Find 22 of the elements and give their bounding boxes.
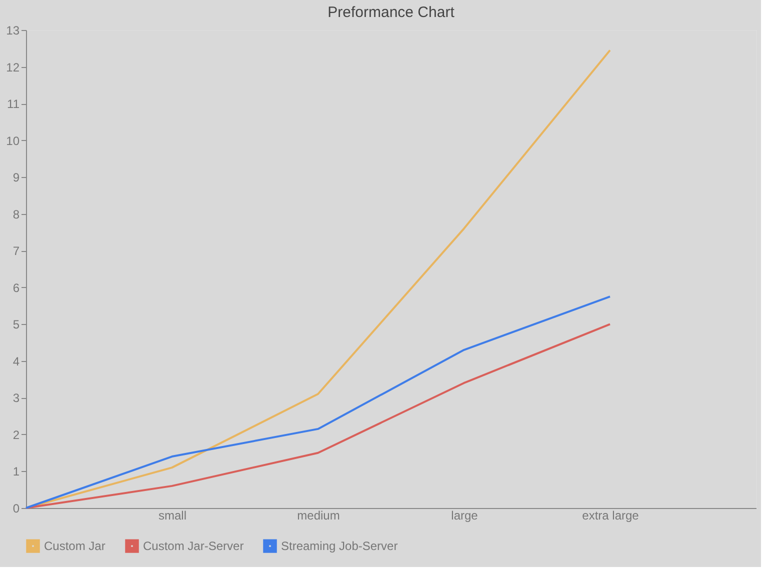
x-tick-label: small <box>158 508 187 522</box>
x-tick-label: medium <box>297 508 340 522</box>
chart-title: Preformance Chart <box>328 4 456 21</box>
y-tick-label: 12 <box>6 60 20 74</box>
y-tick-label: 4 <box>12 354 20 368</box>
legend-label: Custom Jar-Server <box>143 539 244 554</box>
legend-label: Streaming Job-Server <box>281 539 398 554</box>
y-tick-label: 11 <box>7 97 20 112</box>
y-tick-label: 8 <box>12 207 20 222</box>
y-tick-label: 2 <box>12 428 20 442</box>
y-tick-label: 3 <box>12 391 20 406</box>
y-tick-label: 10 <box>6 134 20 148</box>
legend-label: Custom Jar <box>44 539 106 554</box>
y-tick-label: 6 <box>12 280 20 295</box>
y-tick-label: 1 <box>12 464 20 479</box>
y-tick-label: 9 <box>12 170 20 185</box>
y-tick-label: 13 <box>6 24 20 38</box>
x-tick-label: large <box>451 508 478 522</box>
y-tick-label: 0 <box>12 502 20 516</box>
y-tick-label: 7 <box>12 244 20 258</box>
x-tick-label: extra large <box>582 508 640 522</box>
y-tick-label: 5 <box>12 318 20 332</box>
